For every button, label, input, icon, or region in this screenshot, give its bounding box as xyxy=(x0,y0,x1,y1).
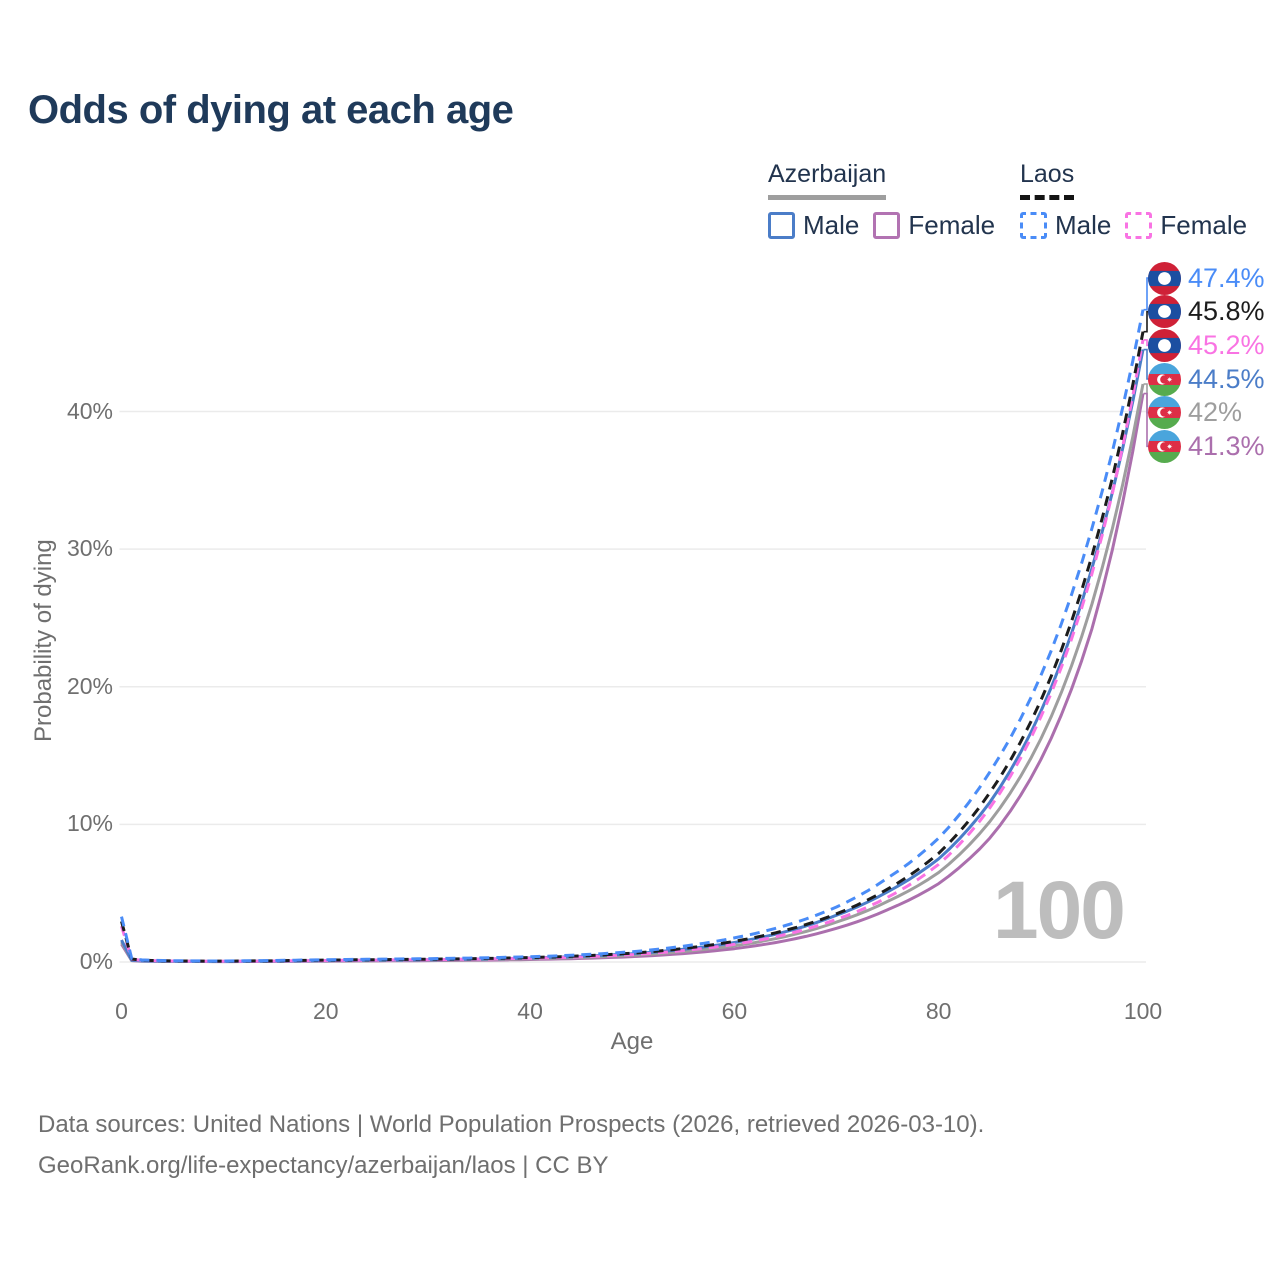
footer-data-sources: Data sources: United Nations | World Pop… xyxy=(38,1111,985,1138)
legend-item-laos-female[interactable]: Female xyxy=(1125,210,1247,241)
end-label-laos-female: 45.2% xyxy=(1148,328,1265,362)
footer: Data sources: United Nations | World Pop… xyxy=(38,1104,984,1186)
y-tick-label: 30% xyxy=(66,535,113,562)
x-tick-label: 20 xyxy=(313,998,339,1024)
end-value-label: 47.4% xyxy=(1188,262,1265,293)
curve-azerbaijan-both xyxy=(120,383,1145,963)
end-value-label: 45.8% xyxy=(1188,296,1265,327)
curve-laos-female xyxy=(120,339,1145,963)
end-label-laos-male: 47.4% xyxy=(1148,261,1265,295)
footer-attribution: GeoRank.org/life-expectancy/azerbaijan/l… xyxy=(38,1152,609,1179)
end-label-azerbaijan-female: 41.3% xyxy=(1148,429,1265,463)
legend-items-row: Male Female xyxy=(1020,210,1247,241)
legend-country-laos[interactable]: Laos xyxy=(1020,160,1075,200)
y-axis-title: Probability of dying xyxy=(30,539,57,742)
end-value-label: 41.3% xyxy=(1188,430,1265,461)
legend-swatch-icon xyxy=(1125,212,1153,239)
laos-flag-icon xyxy=(1148,261,1181,295)
x-axis-title: Age xyxy=(610,1028,654,1055)
legend-country-azerbaijan[interactable]: Azerbaijan xyxy=(768,160,887,200)
legend-item-label: Male xyxy=(1055,210,1112,240)
curve-laos-male xyxy=(120,309,1145,963)
legend-group-azerbaijan: Azerbaijan Male Female xyxy=(768,160,995,241)
end-value-label: 44.5% xyxy=(1188,363,1265,394)
legend-swatch-icon xyxy=(1020,212,1047,239)
curve-azerbaijan-female xyxy=(120,393,1145,964)
end-value-label: 42% xyxy=(1188,397,1243,428)
legend-swatch-icon xyxy=(768,212,795,239)
end-label-laos-both: 45.8% xyxy=(1148,295,1265,329)
legend-item-label: Male xyxy=(803,210,860,240)
legend-group-laos: Laos Male Female xyxy=(1020,160,1247,241)
end-value-label: 45.2% xyxy=(1188,329,1265,360)
legend-item-azerbaijan-female[interactable]: Female xyxy=(873,210,995,241)
y-tick-label: 0% xyxy=(79,948,113,974)
x-tick-label: 100 xyxy=(1123,998,1163,1024)
y-tick-label: 20% xyxy=(66,672,113,699)
x-tick-label: 40 xyxy=(517,998,543,1024)
legend-item-label: Female xyxy=(1160,210,1248,240)
x-tick-label: 80 xyxy=(925,998,952,1024)
azerbaijan-flag-icon xyxy=(1148,429,1181,463)
laos-flag-icon xyxy=(1148,328,1181,362)
x-tick-label: 60 xyxy=(721,998,748,1024)
end-label-azerbaijan-male: 44.5% xyxy=(1148,362,1265,396)
chart-title: Odds of dying at each age xyxy=(28,88,514,132)
y-tick-label: 10% xyxy=(66,810,113,837)
y-tick-label: 40% xyxy=(66,397,113,424)
laos-flag-icon xyxy=(1148,295,1181,329)
azerbaijan-flag-icon xyxy=(1148,396,1181,430)
legend-item-laos-male[interactable]: Male xyxy=(1020,210,1111,241)
x-tick-label: 0 xyxy=(115,998,128,1024)
end-label-azerbaijan-both: 42% xyxy=(1148,396,1242,430)
legend-items-row: Male Female xyxy=(768,210,995,241)
legend-item-label: Female xyxy=(908,210,996,240)
legend-swatch-icon xyxy=(873,212,901,239)
azerbaijan-flag-icon xyxy=(1148,362,1181,396)
age-counter-watermark: 100 xyxy=(993,865,1126,956)
legend-item-azerbaijan-male[interactable]: Male xyxy=(768,210,859,241)
curve-laos-both xyxy=(120,331,1145,963)
curve-azerbaijan-male xyxy=(120,349,1145,963)
